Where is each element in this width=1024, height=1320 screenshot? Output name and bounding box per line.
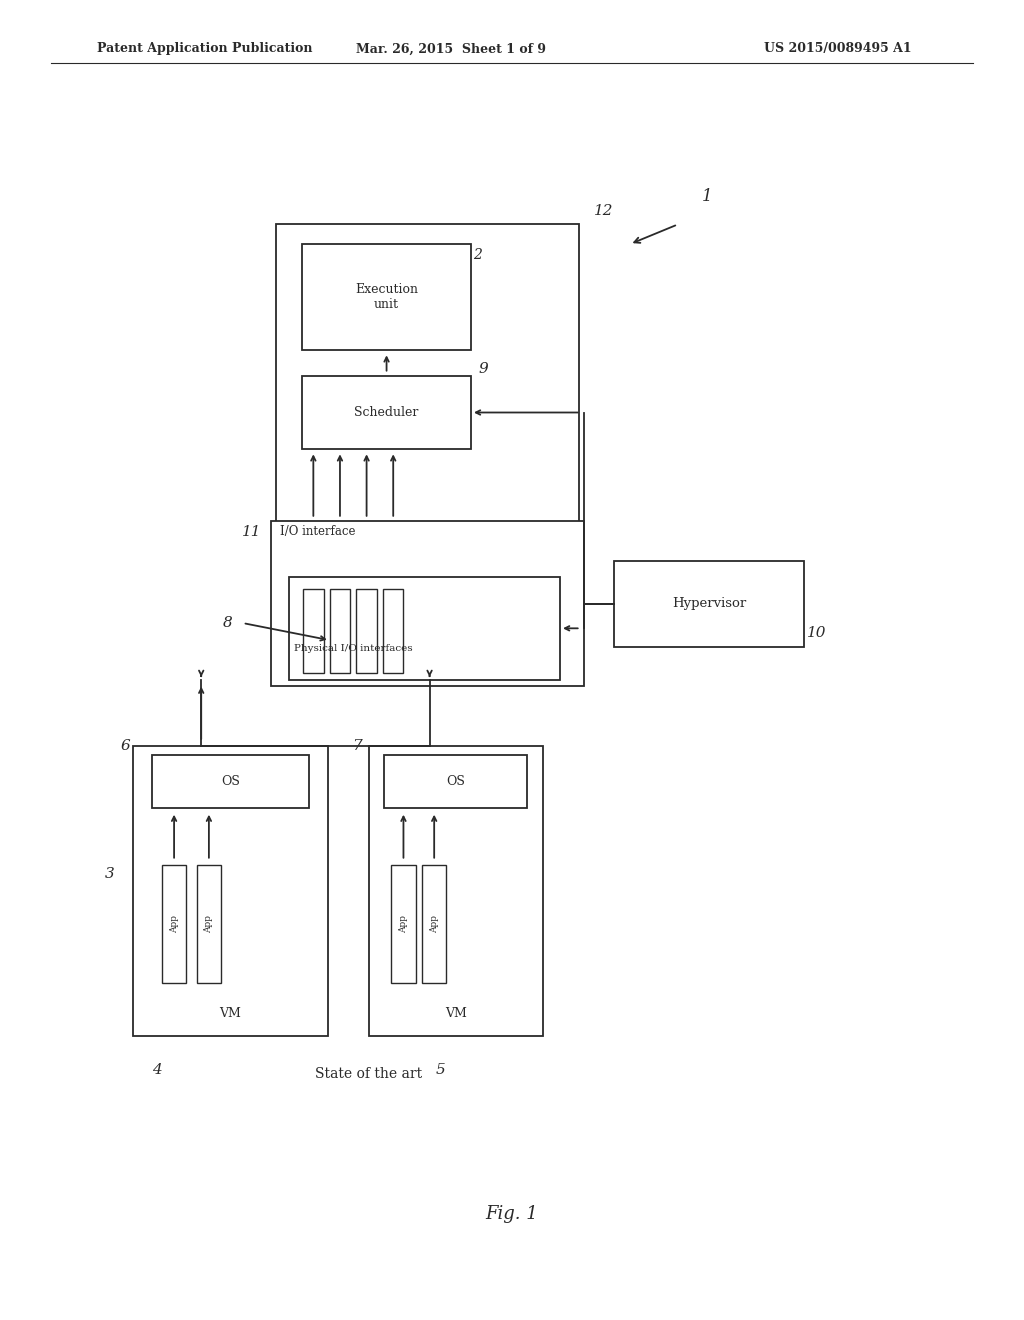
- Bar: [369, 746, 543, 1036]
- Text: VM: VM: [219, 1007, 242, 1020]
- Text: 3: 3: [104, 867, 115, 880]
- Text: App: App: [399, 915, 408, 933]
- Text: 6: 6: [120, 739, 130, 752]
- Bar: [330, 589, 350, 673]
- Text: 5: 5: [435, 1063, 445, 1077]
- Text: 10: 10: [807, 626, 826, 640]
- Bar: [356, 589, 377, 673]
- Text: 8: 8: [222, 616, 232, 630]
- Bar: [303, 589, 324, 673]
- Text: VM: VM: [444, 1007, 467, 1020]
- Bar: [133, 746, 328, 1036]
- Text: App: App: [205, 915, 213, 933]
- Text: US 2015/0089495 A1: US 2015/0089495 A1: [764, 42, 911, 55]
- Text: Fig. 1: Fig. 1: [485, 1205, 539, 1224]
- Bar: [302, 376, 471, 449]
- Text: State of the art: State of the art: [315, 1067, 422, 1081]
- Bar: [391, 865, 416, 983]
- Bar: [289, 577, 560, 680]
- Text: Execution
unit: Execution unit: [355, 282, 418, 312]
- Bar: [614, 561, 804, 647]
- Text: OS: OS: [221, 775, 240, 788]
- Text: Patent Application Publication: Patent Application Publication: [97, 42, 312, 55]
- Bar: [302, 244, 471, 350]
- Bar: [271, 521, 584, 686]
- Text: App: App: [170, 915, 178, 933]
- Text: 2: 2: [473, 248, 482, 263]
- Bar: [384, 755, 527, 808]
- Bar: [383, 589, 403, 673]
- Bar: [162, 865, 186, 983]
- Text: OS: OS: [446, 775, 465, 788]
- Bar: [152, 755, 309, 808]
- Text: 12: 12: [594, 203, 613, 218]
- Text: 4: 4: [152, 1063, 162, 1077]
- Text: Physical I/O interfaces: Physical I/O interfaces: [294, 644, 413, 653]
- Text: 9: 9: [478, 362, 488, 376]
- Text: I/O interface: I/O interface: [280, 525, 355, 539]
- Bar: [276, 224, 579, 587]
- Text: App: App: [430, 915, 438, 933]
- Text: Hypervisor: Hypervisor: [672, 598, 746, 610]
- Text: 11: 11: [242, 525, 261, 540]
- Text: 7: 7: [351, 739, 361, 752]
- Text: Mar. 26, 2015  Sheet 1 of 9: Mar. 26, 2015 Sheet 1 of 9: [355, 42, 546, 55]
- Bar: [197, 865, 221, 983]
- Bar: [422, 865, 446, 983]
- Text: 1: 1: [701, 187, 712, 205]
- Text: Scheduler: Scheduler: [354, 407, 419, 418]
